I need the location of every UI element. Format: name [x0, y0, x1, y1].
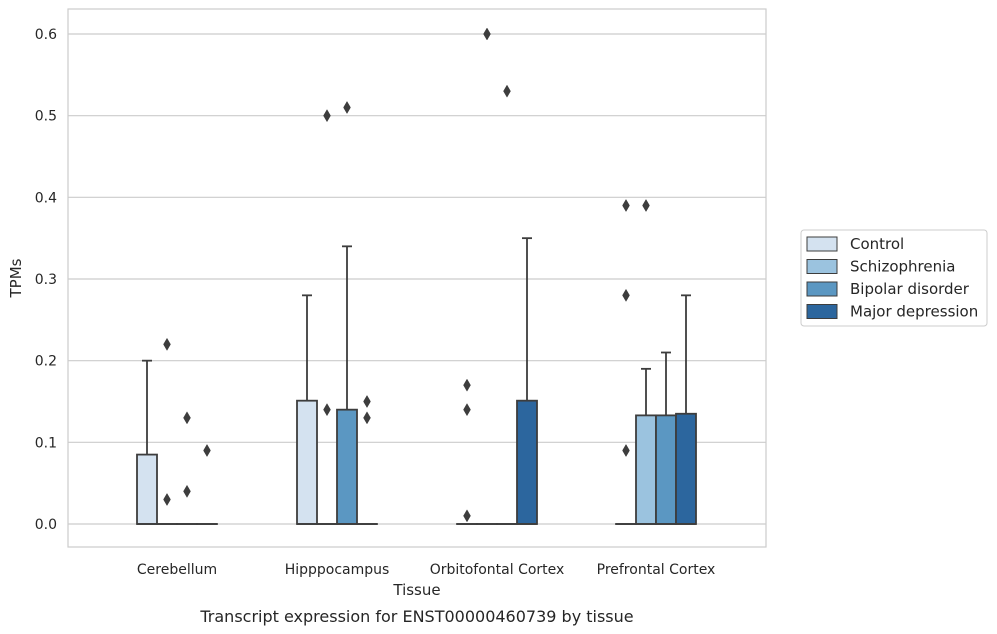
y-axis-title: TPMs — [7, 258, 25, 298]
box-1-1 — [316, 109, 338, 525]
outlier-point — [622, 444, 630, 457]
y-tick-label: 0.4 — [35, 190, 57, 206]
box-0-1 — [156, 337, 178, 525]
legend-swatch — [806, 236, 838, 252]
legend-label: Bipolar disorder — [850, 280, 970, 298]
box-0-0 — [136, 359, 158, 525]
box-0-3 — [196, 444, 218, 525]
legend-frame — [800, 229, 988, 327]
x-tick-label: Hipppocampus — [285, 562, 390, 578]
outlier-point — [463, 403, 471, 417]
outlier-point — [183, 484, 191, 498]
box-1-0 — [296, 294, 318, 525]
box-2-3 — [516, 237, 538, 525]
outlier-point — [363, 411, 371, 425]
x-axis-ticks: Cerebellum Hipppocampus Orbitofontal Corte… — [137, 562, 715, 578]
outlier-point — [622, 199, 630, 212]
outlier-point — [163, 493, 171, 506]
y-tick-label: 0.0 — [35, 517, 57, 533]
outlier-point — [363, 395, 371, 408]
x-tick-label: Prefrontal Cortex — [597, 562, 716, 578]
outlier-point — [203, 444, 211, 457]
box-3-0 — [615, 199, 637, 525]
box-3-3 — [675, 294, 697, 525]
box — [516, 399, 538, 525]
box-1-2 — [336, 101, 358, 525]
gridlines — [68, 33, 766, 525]
box-3-1 — [635, 199, 657, 525]
outlier-point — [463, 378, 471, 392]
legend-swatch — [806, 259, 838, 274]
box — [655, 414, 677, 525]
box-3-2 — [655, 351, 677, 525]
outlier-point — [163, 337, 171, 351]
plot-area — [136, 27, 697, 525]
y-tick-label: 0.6 — [35, 27, 57, 43]
legend-label: Control — [850, 235, 904, 253]
y-axis-ticks: 0.0 0.1 0.2 0.3 0.4 0.5 0.6 — [35, 27, 57, 533]
legend-swatch — [806, 304, 838, 319]
legend-swatch — [806, 281, 838, 297]
outlier-point — [183, 411, 191, 425]
outlier-point — [642, 199, 650, 212]
legend-label: Major depression — [850, 303, 978, 321]
y-tick-label: 0.5 — [35, 109, 57, 125]
plot-frame — [67, 8, 767, 548]
outlier-point — [622, 288, 630, 302]
box-2-0 — [456, 378, 478, 525]
x-axis-title: Tissue — [392, 581, 440, 599]
y-tick-label: 0.1 — [35, 435, 57, 451]
legend-label: Schizophrenia — [850, 258, 955, 276]
outlier-point — [483, 27, 491, 41]
outlier-point — [503, 84, 511, 98]
y-tick-label: 0.3 — [35, 272, 57, 288]
box — [635, 414, 657, 525]
outlier-point — [323, 109, 331, 123]
outlier-point — [323, 403, 331, 417]
x-tick-label: Cerebellum — [137, 562, 217, 578]
outlier-point — [463, 509, 471, 523]
legend: Control Schizophrenia Bipolar disorder Majo… — [800, 229, 988, 327]
box-2-2 — [496, 84, 518, 525]
box — [296, 399, 318, 525]
figure-caption: Transcript expression for ENST0000046073… — [199, 607, 633, 626]
box-0-2 — [176, 411, 198, 525]
box-2-1 — [476, 27, 498, 525]
outlier-point — [343, 101, 351, 114]
box-1-3 — [356, 395, 378, 525]
box — [136, 453, 158, 525]
box — [675, 412, 697, 525]
x-tick-label: Orbitofontal Cortex — [430, 562, 565, 578]
box — [336, 408, 358, 525]
y-tick-label: 0.2 — [35, 354, 57, 370]
